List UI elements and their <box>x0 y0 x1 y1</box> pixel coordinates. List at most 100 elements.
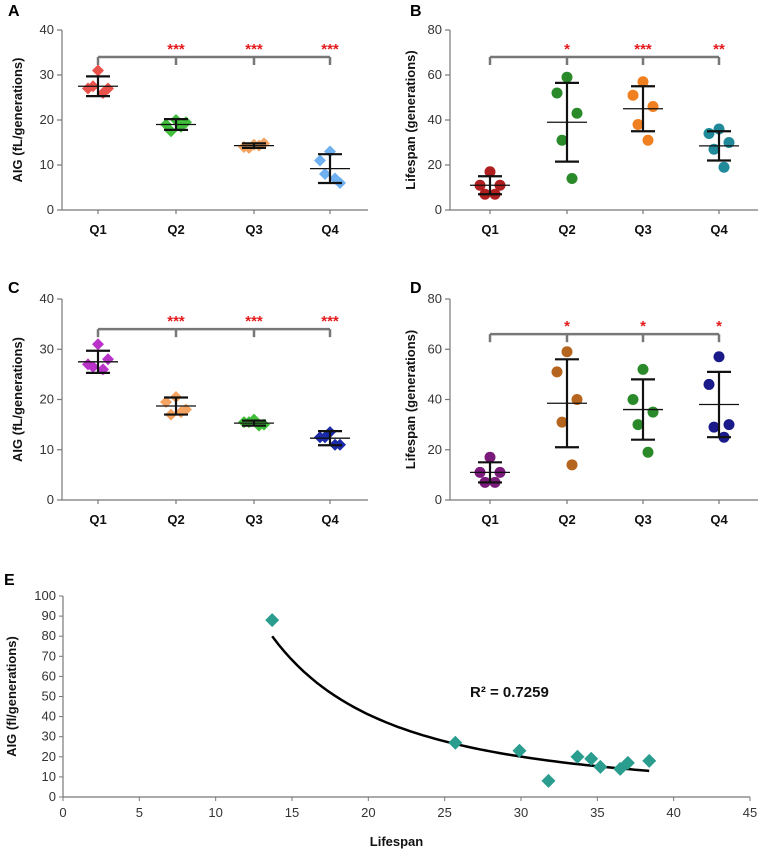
data-point <box>708 421 720 433</box>
y-tick-label: 40 <box>42 709 56 724</box>
x-tick-label: 45 <box>743 805 757 820</box>
data-point <box>627 89 639 101</box>
y-tick-label: 60 <box>428 341 442 356</box>
significance-label: * <box>564 41 570 58</box>
significance-label: *** <box>245 313 263 330</box>
panel-label: C <box>8 280 20 297</box>
data-point <box>551 87 563 99</box>
data-point <box>561 71 573 83</box>
y-tick-label: 30 <box>40 67 54 82</box>
category-label: Q2 <box>558 222 575 237</box>
y-tick-label: 0 <box>47 202 54 217</box>
category-label: Q2 <box>167 222 184 237</box>
data-point <box>102 353 114 366</box>
y-tick-label: 0 <box>47 492 54 507</box>
data-point <box>561 346 573 358</box>
significance-label: *** <box>634 41 652 58</box>
y-tick-label: 70 <box>42 648 56 663</box>
data-point <box>620 755 635 770</box>
panel-D: D 0 20 40 60 80 Lifespan (generations) Q1 Q2 Q3 Q4… <box>403 280 758 527</box>
category-label: Q1 <box>89 222 106 237</box>
category-label: Q1 <box>481 512 498 527</box>
data-point <box>566 173 578 184</box>
y-tick-label: 10 <box>40 442 54 457</box>
x-tick-label: 15 <box>285 805 299 820</box>
y-tick-label: 20 <box>40 112 54 127</box>
data-point <box>87 360 99 373</box>
panel-A: A 0 10 20 30 40 AIG (fL/generations) Q1 Q2 Q3 Q4 **… <box>8 3 368 237</box>
significance-label: * <box>640 318 646 335</box>
y-axis-title: Lifespan (generations) <box>403 50 418 189</box>
panel-label: E <box>4 572 15 589</box>
data-point <box>314 154 326 167</box>
y-tick-label: 40 <box>40 22 54 37</box>
data-point <box>642 134 654 146</box>
category-label: Q3 <box>634 222 651 237</box>
data-point <box>571 107 583 119</box>
y-tick-label: 0 <box>49 789 56 804</box>
significance-label: ** <box>713 41 725 58</box>
data-point <box>566 459 578 471</box>
data-point <box>632 419 644 431</box>
y-axis-title: AIG (fl/generations) <box>4 636 19 757</box>
data-point <box>627 394 639 405</box>
y-tick-label: 20 <box>428 442 442 457</box>
y-tick-label: 10 <box>40 157 54 172</box>
data-point <box>647 406 659 418</box>
data-point <box>319 168 331 180</box>
data-point <box>703 378 715 390</box>
x-tick-label: 20 <box>361 805 375 820</box>
category-label: Q3 <box>634 512 651 527</box>
data-point <box>551 366 563 378</box>
panel-E: E 0 10 20 30 40 50 60 70 80 90 100 0 5 10 15 20 25 30 35 40 4… <box>4 572 757 849</box>
significance-label: * <box>716 318 722 335</box>
category-label: Q3 <box>245 512 262 527</box>
data-point <box>593 759 608 774</box>
data-point <box>637 363 649 375</box>
x-tick-label: 0 <box>59 805 66 820</box>
y-tick-label: 60 <box>428 67 442 82</box>
category-label: Q2 <box>167 512 184 527</box>
data-point <box>718 161 730 173</box>
y-tick-label: 80 <box>428 22 442 37</box>
y-tick-label: 90 <box>42 608 56 623</box>
data-point <box>642 753 657 768</box>
r-squared-annotation: R² = 0.7259 <box>470 684 549 701</box>
y-tick-label: 20 <box>42 749 56 764</box>
data-point <box>703 128 715 139</box>
y-tick-label: 50 <box>42 689 56 704</box>
y-tick-label: 60 <box>42 668 56 683</box>
data-point <box>484 166 496 178</box>
category-label: Q4 <box>710 222 728 237</box>
x-tick-label: 40 <box>666 805 680 820</box>
y-tick-label: 20 <box>40 392 54 407</box>
y-tick-label: 100 <box>34 588 56 603</box>
y-tick-label: 10 <box>42 769 56 784</box>
data-point <box>448 735 463 750</box>
x-tick-label: 30 <box>514 805 528 820</box>
category-label: Q4 <box>321 512 339 527</box>
data-point <box>160 396 172 409</box>
y-tick-label: 40 <box>40 291 54 306</box>
y-tick-label: 40 <box>428 112 442 127</box>
y-tick-label: 30 <box>42 729 56 744</box>
data-point <box>647 101 659 112</box>
x-tick-label: 35 <box>590 805 604 820</box>
significance-label: *** <box>321 41 339 58</box>
data-point <box>92 64 104 77</box>
y-axis-title: Lifespan (generations) <box>403 330 418 469</box>
data-point <box>723 419 735 431</box>
data-point <box>541 773 556 788</box>
category-label: Q1 <box>481 222 498 237</box>
panel-label: A <box>8 3 20 20</box>
data-point <box>512 743 527 758</box>
data-point <box>329 172 341 185</box>
data-point <box>484 451 496 463</box>
x-tick-label: 25 <box>437 805 451 820</box>
data-point <box>571 394 583 405</box>
y-tick-label: 20 <box>428 157 442 172</box>
data-point <box>165 125 177 138</box>
y-tick-label: 80 <box>428 291 442 306</box>
data-point <box>584 751 599 766</box>
